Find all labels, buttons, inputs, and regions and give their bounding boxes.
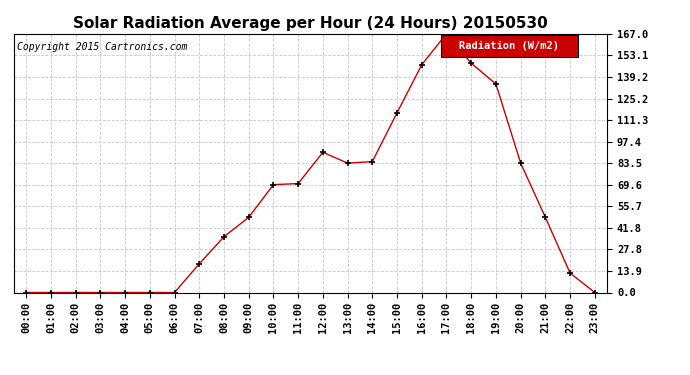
FancyBboxPatch shape	[441, 35, 578, 57]
Text: Copyright 2015 Cartronics.com: Copyright 2015 Cartronics.com	[17, 42, 187, 51]
Title: Solar Radiation Average per Hour (24 Hours) 20150530: Solar Radiation Average per Hour (24 Hou…	[73, 16, 548, 31]
Text: Radiation (W/m2): Radiation (W/m2)	[460, 41, 560, 51]
